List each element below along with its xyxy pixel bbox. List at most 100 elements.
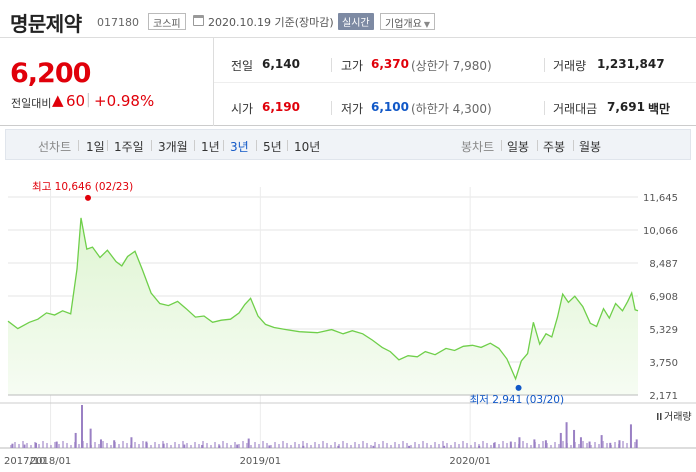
volume-bar xyxy=(462,441,464,448)
volume-bar xyxy=(450,445,452,448)
period-1y[interactable]: 1년 xyxy=(201,140,220,154)
company-overview-button[interactable]: 기업개요 ▼ xyxy=(380,13,435,30)
divider xyxy=(151,140,152,151)
volume-bar xyxy=(218,445,221,448)
volume-bar xyxy=(558,444,560,448)
volume-bar xyxy=(634,442,636,448)
low-value: 6,100 xyxy=(371,100,409,114)
volume-bar xyxy=(30,445,32,448)
volume-bar xyxy=(573,429,576,448)
candle-monthly[interactable]: 월봉 xyxy=(579,140,602,154)
volume-bar xyxy=(158,444,160,448)
line-chart-label: 선차트 xyxy=(38,140,72,154)
volume-bar xyxy=(438,444,440,448)
volume-bar xyxy=(322,441,324,448)
lower-limit: (하한가 4,300) xyxy=(411,102,492,116)
volume-bar xyxy=(298,444,300,448)
y-tick-label: 11,645 xyxy=(643,193,678,204)
volume-bar xyxy=(254,442,256,448)
volume-bar xyxy=(130,437,133,448)
prev-close-value: 6,140 xyxy=(262,57,300,71)
divider xyxy=(544,58,545,72)
open-value: 6,190 xyxy=(262,100,300,114)
volume-bar xyxy=(506,443,508,448)
volume-bar xyxy=(458,444,460,448)
volume-bar xyxy=(186,443,188,448)
volume-bar xyxy=(402,441,404,448)
volume-bar xyxy=(346,443,348,448)
volume-bar xyxy=(509,441,512,448)
volume-bar xyxy=(14,442,16,448)
volume-bar xyxy=(374,442,376,448)
volume-bar xyxy=(588,441,591,448)
up-arrow-icon: ▲ xyxy=(52,91,64,109)
calendar-icon xyxy=(193,15,204,26)
period-1w[interactable]: 1주일 xyxy=(114,140,144,154)
volume-bar xyxy=(202,441,204,448)
volume-bar xyxy=(629,424,632,448)
x-tick-label: 2017/10 xyxy=(4,456,46,467)
volume-bar xyxy=(198,444,200,448)
max-point-marker xyxy=(85,194,92,201)
volume-bar xyxy=(258,444,260,448)
stock-header: 명문제약 017180 코스피 2020.10.19 기준(장마감) 실시간 기… xyxy=(0,0,696,38)
stock-name: 명문제약 xyxy=(10,12,82,36)
volume-bar xyxy=(372,445,375,448)
volume-bar xyxy=(262,441,264,448)
divider xyxy=(194,140,195,151)
divider xyxy=(331,58,332,72)
volume-bar xyxy=(206,443,208,448)
upper-limit: (상한가 7,980) xyxy=(411,59,492,73)
volume-bar xyxy=(586,443,588,448)
y-tick-label: 6,908 xyxy=(649,292,678,303)
volume-bar xyxy=(214,442,216,448)
volume-bar xyxy=(210,445,212,448)
volume-bar xyxy=(38,444,40,448)
divider xyxy=(544,101,545,115)
volume-bar xyxy=(66,443,68,448)
volume-bar xyxy=(426,443,428,448)
volume-bar xyxy=(518,437,521,448)
volume-bar xyxy=(190,445,192,448)
candle-weekly[interactable]: 주봉 xyxy=(543,140,566,154)
volume-bar xyxy=(443,445,446,448)
volume-bar xyxy=(538,444,540,448)
change-label: 전일대비 xyxy=(11,97,52,110)
volume-bar xyxy=(102,441,104,448)
volume-bar xyxy=(533,439,536,448)
divider xyxy=(501,140,502,151)
volume-bar xyxy=(274,442,276,448)
volume-bar xyxy=(70,445,72,448)
volume-bar xyxy=(266,443,268,448)
volume-bar xyxy=(474,442,476,448)
volume-bar xyxy=(565,422,568,448)
realtime-button[interactable]: 실시간 xyxy=(338,13,374,30)
candle-daily[interactable]: 일봉 xyxy=(507,140,530,154)
period-3m[interactable]: 3개월 xyxy=(158,140,188,154)
volume-bar xyxy=(466,443,468,448)
change-value: 60 xyxy=(66,92,86,110)
volume-bar xyxy=(62,441,64,448)
volume-bar xyxy=(236,444,239,448)
volume-bar xyxy=(626,443,628,448)
price-chart[interactable]: 11,645 10,066 8,487 6,908 5,329 3,750 2,171 201… xyxy=(0,160,696,468)
period-1d[interactable]: 1일 xyxy=(86,140,105,154)
high-label: 고가 xyxy=(341,59,364,73)
volume-bar xyxy=(386,443,388,448)
volume-bar xyxy=(106,443,108,448)
volume-bar xyxy=(99,439,102,448)
volume-bar xyxy=(446,443,448,448)
volume-bar xyxy=(238,444,240,448)
period-5y[interactable]: 5년 xyxy=(263,140,282,154)
volume-bar xyxy=(222,441,224,448)
volume-bar xyxy=(326,443,328,448)
volume-bar xyxy=(570,445,572,448)
volume-bar xyxy=(622,441,624,448)
period-3y[interactable]: 3년 xyxy=(230,140,249,154)
volume-bar xyxy=(590,445,592,448)
volume-bar xyxy=(23,444,26,448)
volume-bar xyxy=(226,443,228,448)
volume-bar xyxy=(282,441,284,448)
volume-bar xyxy=(502,441,504,448)
period-10y[interactable]: 10년 xyxy=(294,140,321,154)
